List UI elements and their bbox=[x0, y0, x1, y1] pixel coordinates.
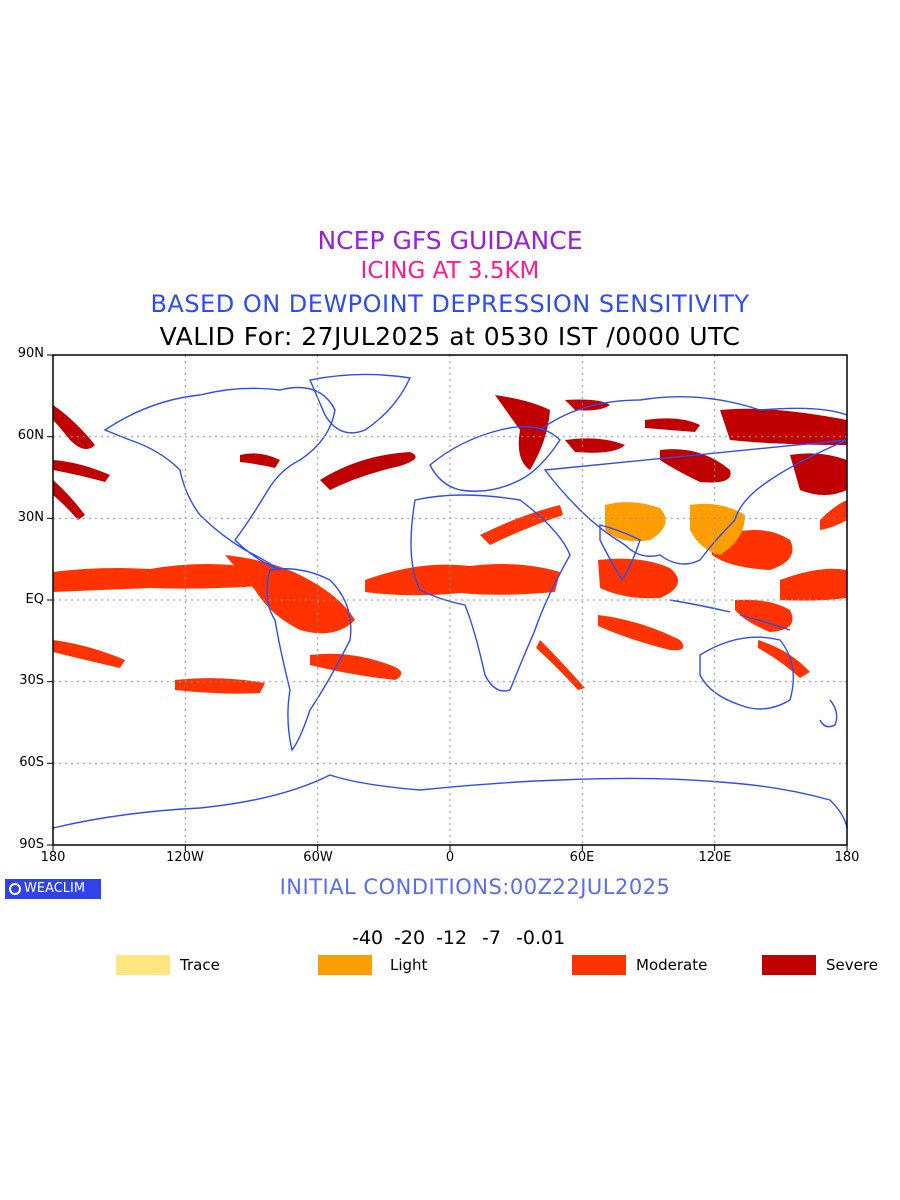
lat-label-eq: EQ bbox=[25, 592, 44, 607]
weaclim-logo: WEACLIM bbox=[5, 879, 101, 899]
title-line-2: ICING AT 3.5KM bbox=[360, 258, 540, 284]
legend-label-severe: Severe bbox=[826, 956, 878, 974]
legend-label-light: Light bbox=[390, 956, 428, 974]
legend-label-moderate: Moderate bbox=[636, 956, 708, 974]
colorbar-label-5: -0.01 bbox=[516, 927, 566, 949]
title-line-1: NCEP GFS GUIDANCE bbox=[317, 226, 583, 255]
lat-label-90n: 90N bbox=[17, 346, 44, 361]
lat-label-30n: 30N bbox=[17, 510, 44, 525]
coastlines bbox=[52, 373, 848, 829]
icing-map bbox=[47, 354, 848, 851]
title-line-3: BASED ON DEWPOINT DEPRESSION SENSITIVITY bbox=[150, 290, 750, 318]
legend-swatch-severe bbox=[762, 955, 816, 975]
lat-label-60n: 60N bbox=[17, 428, 44, 443]
valid-time-title: VALID For: 27JUL2025 at 0530 IST /0000 U… bbox=[159, 322, 741, 351]
colorbar-label-1: -40 bbox=[352, 927, 384, 949]
colorbar-label-4: -7 bbox=[482, 927, 501, 949]
lon-label-120w: 120W bbox=[166, 850, 204, 865]
legend-swatch-moderate bbox=[572, 955, 626, 975]
legend-swatch-light bbox=[318, 955, 372, 975]
legend-swatch-trace bbox=[116, 955, 170, 975]
lon-label-0: 0 bbox=[445, 850, 455, 865]
lat-label-90s: 90S bbox=[19, 837, 44, 852]
colorbar-label-3: -12 bbox=[436, 927, 468, 949]
lat-label-30s: 30S bbox=[19, 673, 44, 688]
initial-conditions: INITIAL CONDITIONS:00Z22JUL2025 bbox=[279, 875, 671, 899]
lon-label-60w: 60W bbox=[303, 850, 333, 865]
icing-fields bbox=[53, 395, 847, 694]
colorbar bbox=[0, 0, 900, 30]
colorbar-label-2: -20 bbox=[394, 927, 426, 949]
lon-label-180w: 180 bbox=[40, 850, 66, 865]
logo-ring-icon bbox=[9, 883, 21, 895]
lon-label-60e: 60E bbox=[569, 850, 595, 865]
legend-label-trace: Trace bbox=[180, 956, 220, 974]
logo-text: WEACLIM bbox=[24, 881, 86, 896]
graticule bbox=[53, 355, 847, 845]
lon-label-180e: 180 bbox=[834, 850, 860, 865]
lat-label-60s: 60S bbox=[19, 755, 44, 770]
lon-label-120e: 120E bbox=[698, 850, 732, 865]
